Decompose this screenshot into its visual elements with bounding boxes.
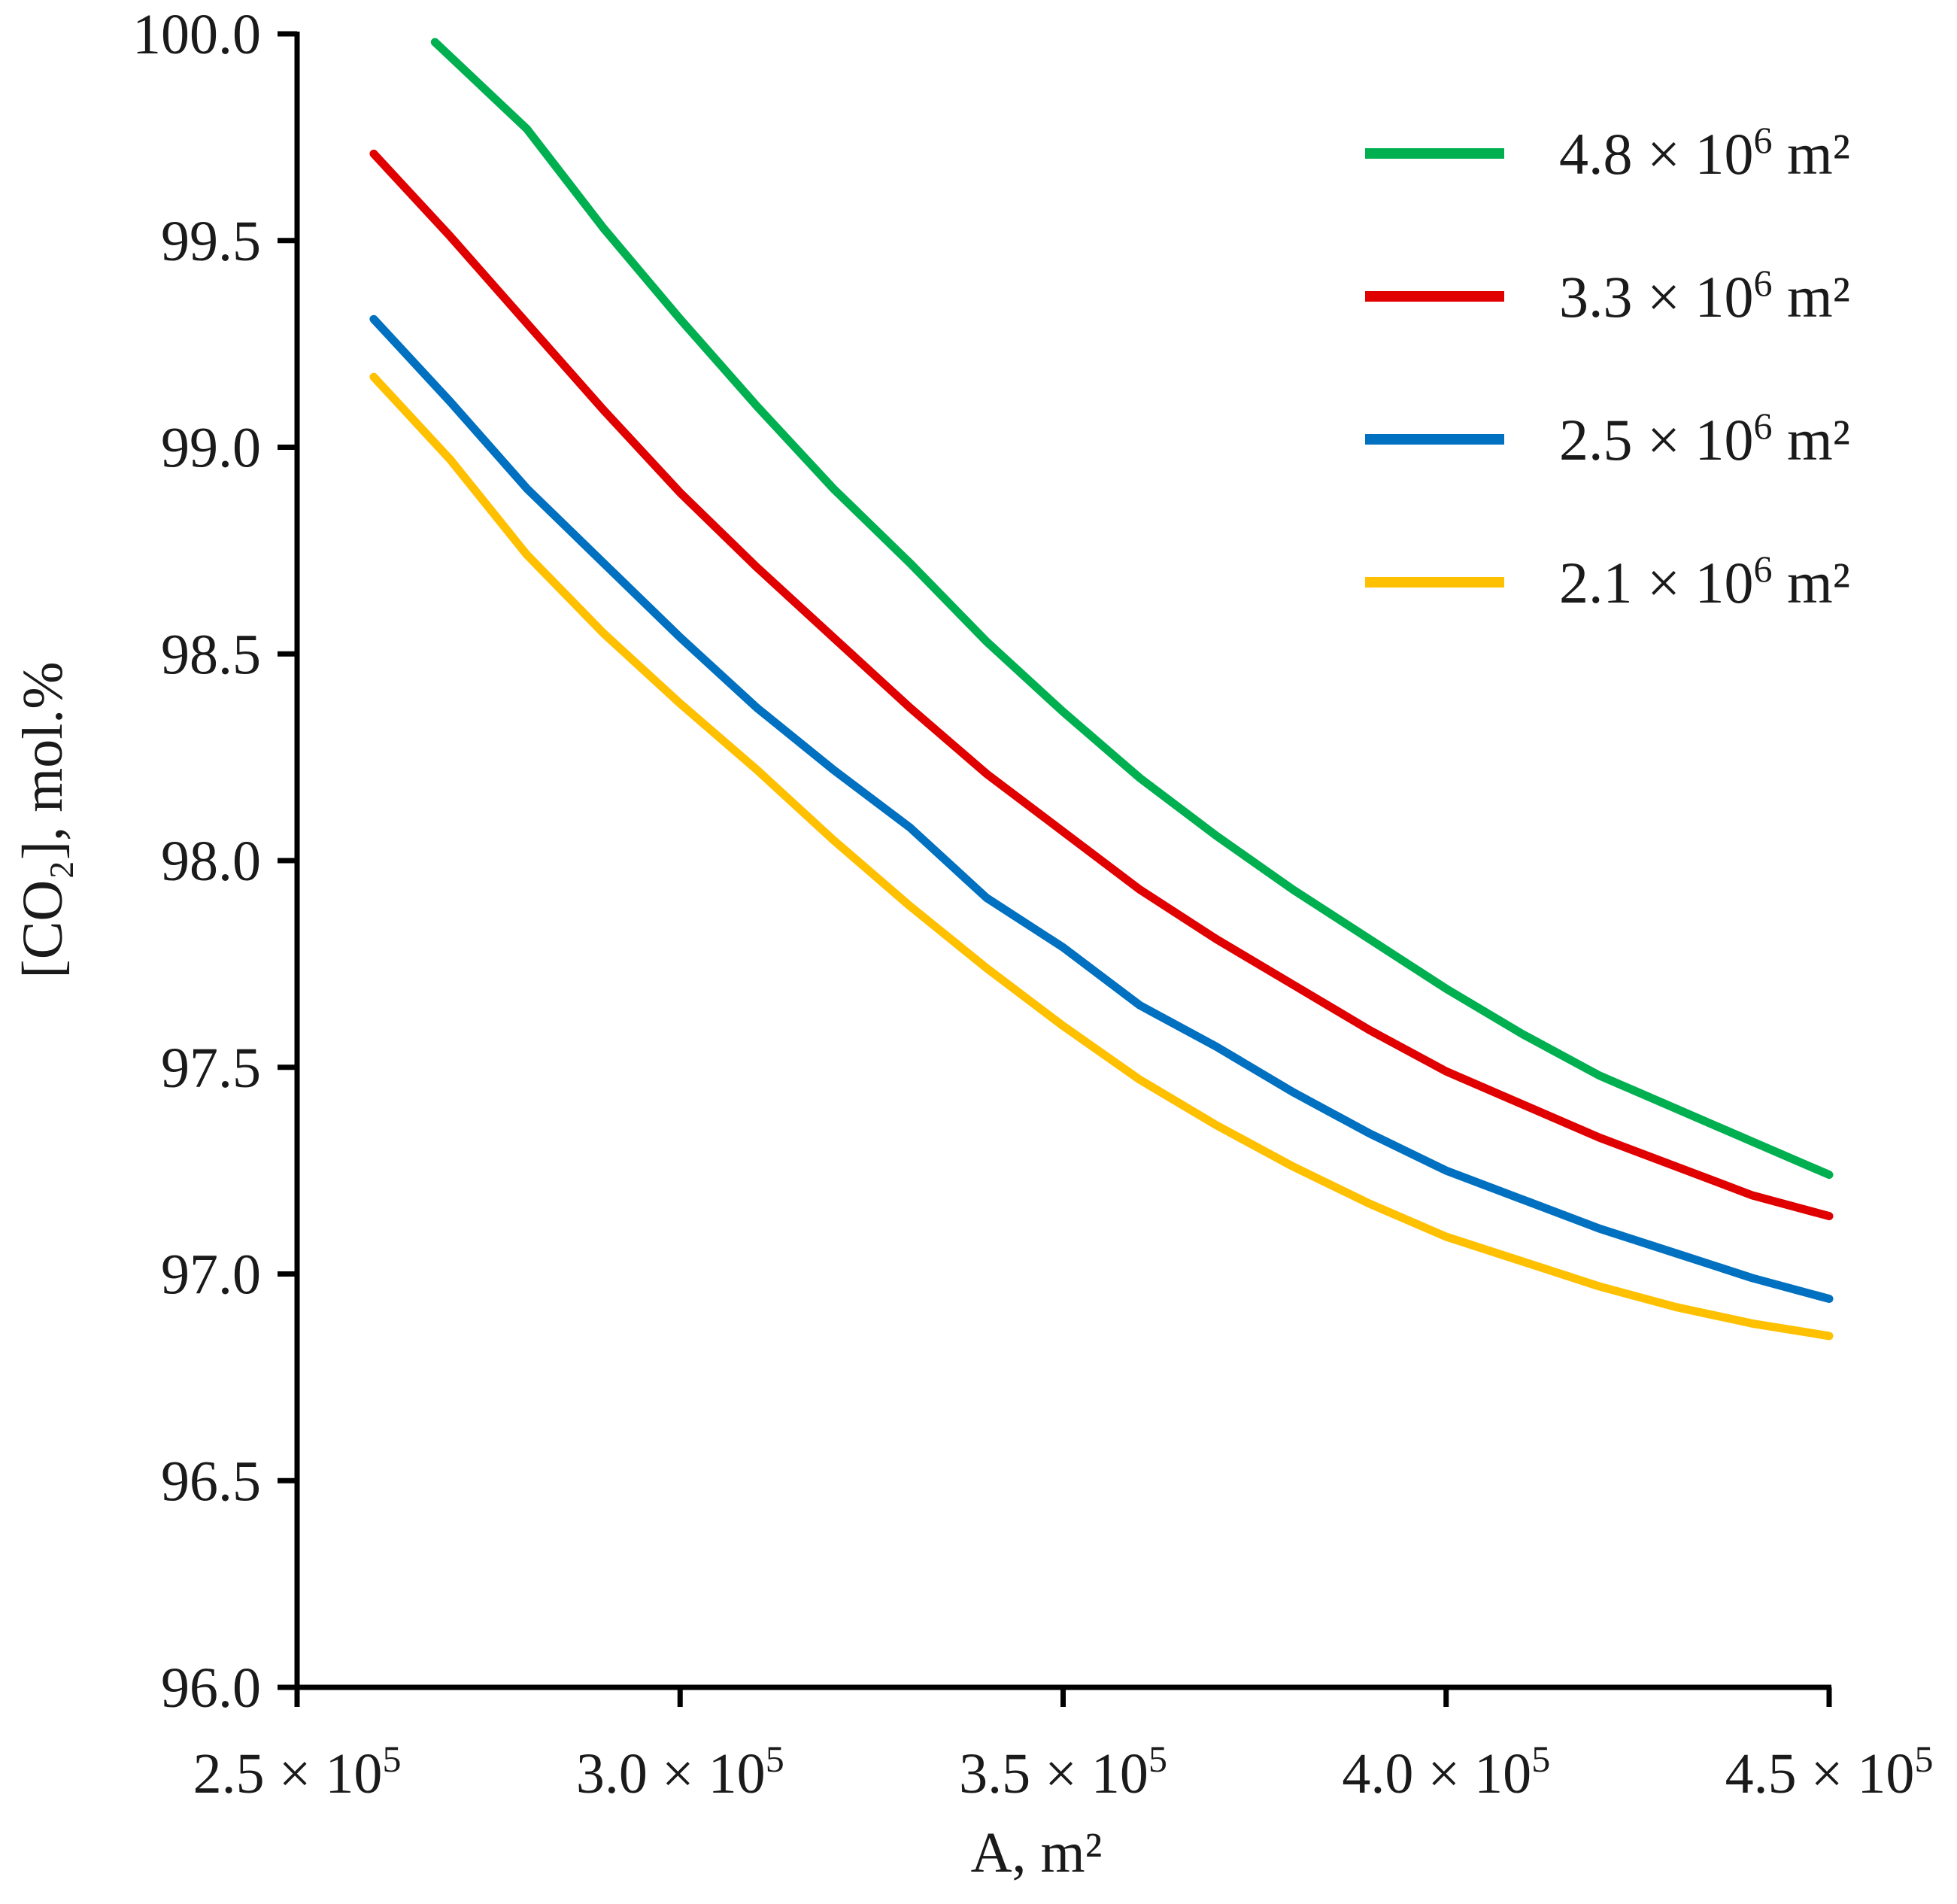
y-tick-label: 97.5 xyxy=(161,1037,261,1100)
y-tick-label: 99.0 xyxy=(161,417,261,480)
y-tick-label: 99.5 xyxy=(161,210,261,273)
series-line-3 xyxy=(369,314,1834,1303)
x-tick-label: 2.5 × 105 xyxy=(193,1738,402,1805)
x-axis-title: A, m² xyxy=(971,1821,1103,1884)
series-line-1 xyxy=(430,38,1834,1180)
y-tick-label: 100.0 xyxy=(132,3,261,66)
x-tick-label: 3.0 × 105 xyxy=(576,1738,784,1805)
series-line-4 xyxy=(369,372,1834,1341)
y-tick-label: 98.0 xyxy=(161,830,261,893)
series-layer xyxy=(369,38,1834,1341)
legend-label-2: 3.3 × 106 m² xyxy=(1559,262,1850,329)
y-tick-label: 96.0 xyxy=(161,1657,261,1720)
y-ticks: 96.0 96.5 97.0 97.5 98.0 98.5 99.0 99.5 100.0 xyxy=(132,3,297,1720)
y-tick-label: 97.0 xyxy=(161,1244,261,1307)
x-tick-label: 4.0 × 105 xyxy=(1342,1738,1550,1805)
y-axis-title: [CO₂], mol.% xyxy=(11,661,74,978)
x-tick-label: 4.5 × 105 xyxy=(1725,1738,1934,1805)
y-tick-label: 96.5 xyxy=(161,1450,261,1513)
series-line-2 xyxy=(369,149,1834,1221)
y-tick-label: 98.5 xyxy=(161,623,261,686)
x-tick-label: 3.5 × 105 xyxy=(959,1738,1167,1805)
legend-label-3: 2.5 × 106 m² xyxy=(1559,405,1850,472)
legend-label-1: 4.8 × 106 m² xyxy=(1559,119,1850,187)
legend: 4.8 × 106 m² 3.3 × 106 m² 2.5 × 106 m² 2.1 … xyxy=(1365,119,1850,615)
legend-label-4: 2.1 × 106 m² xyxy=(1559,548,1850,615)
x-ticks: 2.5 × 105 3.0 × 105 3.5 × 105 4.0 × 105 4.5 … xyxy=(193,1687,1934,1805)
